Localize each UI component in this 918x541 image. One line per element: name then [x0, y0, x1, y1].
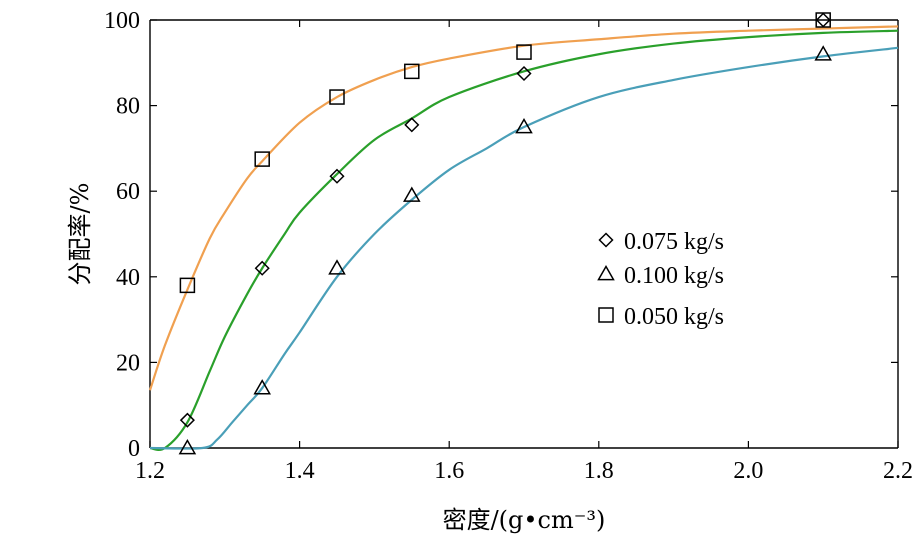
- data-point-square: [254, 151, 270, 167]
- legend-marker-triangle: [597, 264, 615, 281]
- x-axis-title: 密度/(g•cm⁻³): [443, 506, 606, 534]
- data-point-triangle: [178, 438, 197, 455]
- data-point-triangle: [515, 117, 533, 134]
- data-point-square: [404, 63, 420, 80]
- y-tick-label: 80: [116, 94, 140, 120]
- fit-curves: [148, 25, 899, 451]
- x-tick-label: 1.2: [135, 458, 165, 484]
- fit-curve-0-050-kg-s: [148, 25, 899, 391]
- y-tick-label: 60: [116, 179, 140, 205]
- x-tick-label: 2.0: [733, 458, 763, 484]
- x-tick-label: 1.6: [434, 458, 464, 484]
- data-point-diamond: [254, 260, 270, 276]
- legend-label: 0.075 kg/s: [624, 229, 724, 255]
- legend-label: 0.050 kg/s: [624, 304, 724, 330]
- data-point-triangle: [328, 259, 346, 275]
- data-point-diamond: [404, 117, 420, 133]
- fit-curve-0-075-kg-s: [149, 29, 899, 451]
- legend-marker-square: [598, 307, 614, 323]
- legend-marker-diamond: [598, 232, 614, 248]
- fit-curve-0-100-kg-s: [149, 46, 899, 450]
- plot-area: [149, 19, 899, 449]
- legend-label: 0.100 kg/s: [624, 263, 724, 289]
- y-tick-label: 100: [104, 8, 140, 34]
- data-point-square: [329, 89, 345, 105]
- data-point-triangle: [403, 186, 421, 202]
- y-axis-title: 分配率/%: [66, 183, 94, 286]
- data-point-diamond: [329, 168, 345, 184]
- x-tick-label: 2.2: [883, 458, 913, 484]
- data-point-square: [179, 277, 196, 294]
- data-point-diamond: [179, 412, 195, 428]
- x-tick-label: 1.4: [285, 458, 315, 484]
- data-point-diamond: [516, 65, 532, 82]
- data-point-square: [815, 12, 831, 28]
- data-point-square: [516, 44, 532, 60]
- y-tick-label: 20: [116, 350, 140, 376]
- y-ticks: 0 20 40 60 80 100: [104, 8, 898, 462]
- data-point-triangle: [814, 45, 832, 61]
- y-tick-label: 0: [128, 436, 140, 462]
- x-tick-label: 1.8: [584, 458, 614, 484]
- data-point-triangle: [253, 379, 271, 395]
- y-tick-label: 40: [116, 265, 140, 291]
- legend: 0.075 kg/s 0.100 kg/s 0.050 kg/s: [597, 229, 724, 330]
- x-ticks: 1.2 1.4 1.6 1.8 2.0 2.2: [135, 20, 913, 484]
- data-markers: [178, 12, 832, 455]
